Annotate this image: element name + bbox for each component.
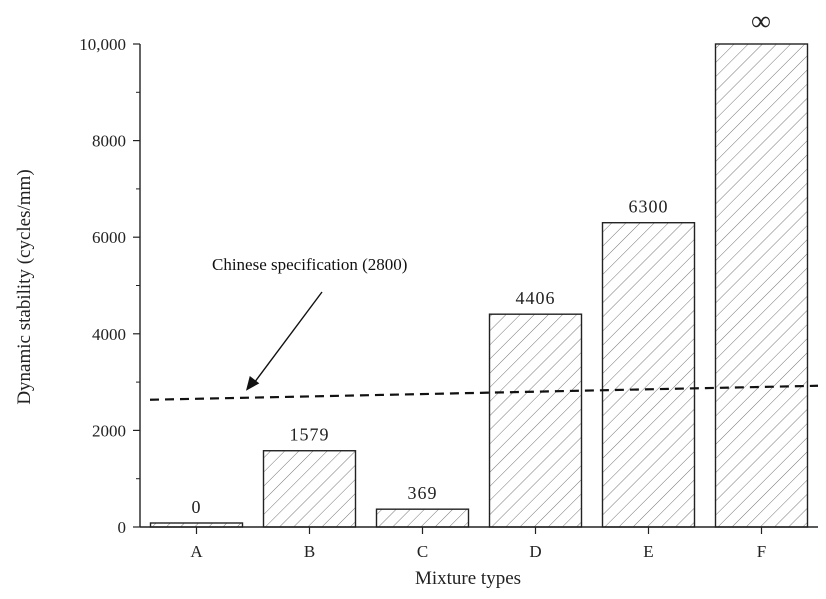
data-label-e: 6300 bbox=[629, 197, 669, 217]
x-tick-label-c: C bbox=[417, 542, 428, 561]
y-tick-label-8000: 8000 bbox=[92, 132, 126, 151]
x-tick-label-e: E bbox=[643, 542, 653, 561]
axes-group: A B C D E F 0 2000 4000 6000 8000 10,000 bbox=[79, 35, 818, 561]
reference-arrowhead bbox=[246, 376, 260, 391]
bar-c bbox=[375, 508, 470, 528]
reference-arrow bbox=[251, 291, 323, 387]
bar-e bbox=[601, 222, 696, 528]
x-tick-label-b: B bbox=[304, 542, 315, 561]
reference-group: Chinese specification (2800) bbox=[149, 255, 819, 401]
reference-line bbox=[149, 384, 819, 401]
data-label-d: 4406 bbox=[516, 288, 556, 308]
bar-f bbox=[714, 43, 809, 528]
bar-d bbox=[488, 313, 583, 528]
x-tick-label-f: F bbox=[757, 542, 766, 561]
data-label-a: 0 bbox=[192, 497, 202, 517]
data-label-c: 369 bbox=[408, 483, 438, 503]
data-label-b: 1579 bbox=[290, 425, 330, 445]
y-tick-label-2000: 2000 bbox=[92, 421, 126, 440]
reference-label: Chinese specification (2800) bbox=[212, 255, 407, 274]
y-tick-label-4000: 4000 bbox=[92, 325, 126, 344]
x-axis-title: Mixture types bbox=[415, 568, 521, 589]
y-tick-label-6000: 6000 bbox=[92, 228, 126, 247]
x-tick-label-d: D bbox=[529, 542, 541, 561]
y-axis-title: Dynamic stability (cycles/mm) bbox=[14, 169, 35, 404]
bar-b bbox=[262, 450, 357, 528]
data-label-f: ∞ bbox=[751, 6, 772, 37]
y-tick-label-10000: 10,000 bbox=[79, 35, 126, 54]
y-tick-label-0: 0 bbox=[118, 518, 127, 537]
x-tick-label-a: A bbox=[190, 542, 203, 561]
